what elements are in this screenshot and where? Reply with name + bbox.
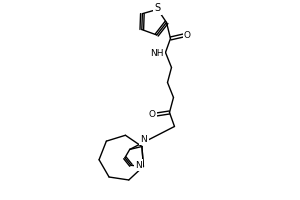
Text: N: N	[135, 161, 142, 170]
Text: N: N	[140, 134, 147, 144]
Text: S: S	[154, 3, 161, 13]
Text: O: O	[149, 110, 156, 119]
Text: NH: NH	[150, 49, 164, 58]
Text: O: O	[184, 31, 191, 40]
